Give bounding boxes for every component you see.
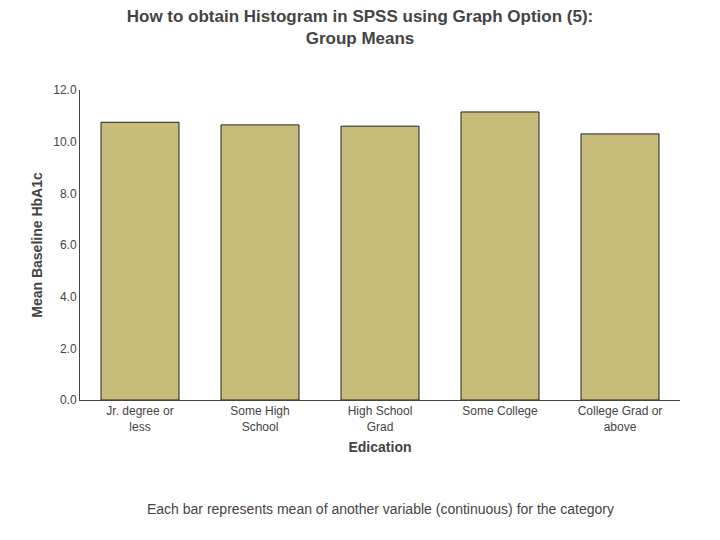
svg-text:4.0: 4.0 <box>60 290 77 304</box>
svg-text:High SchoolGrad: High SchoolGrad <box>348 404 413 434</box>
svg-text:6.0: 6.0 <box>60 238 77 252</box>
svg-text:10.0: 10.0 <box>53 135 77 149</box>
svg-text:12.0: 12.0 <box>53 83 77 97</box>
svg-text:Jr. degree orless: Jr. degree orless <box>106 404 173 434</box>
svg-text:Each bar represents mean of an: Each bar represents mean of another vari… <box>147 501 614 517</box>
svg-text:College Grad orabove: College Grad orabove <box>578 404 663 434</box>
svg-text:0.0: 0.0 <box>60 393 77 407</box>
svg-text:Edication: Edication <box>348 439 411 455</box>
svg-text:Some College: Some College <box>462 404 538 418</box>
svg-text:How to obtain Histogram in SPS: How to obtain Histogram in SPSS using Gr… <box>127 7 594 48</box>
svg-text:Mean Baseline HbA1c: Mean Baseline HbA1c <box>29 172 45 318</box>
svg-text:Some HighSchool: Some HighSchool <box>230 404 289 434</box>
svg-text:8.0: 8.0 <box>60 187 77 201</box>
svg-text:2.0: 2.0 <box>60 342 77 356</box>
